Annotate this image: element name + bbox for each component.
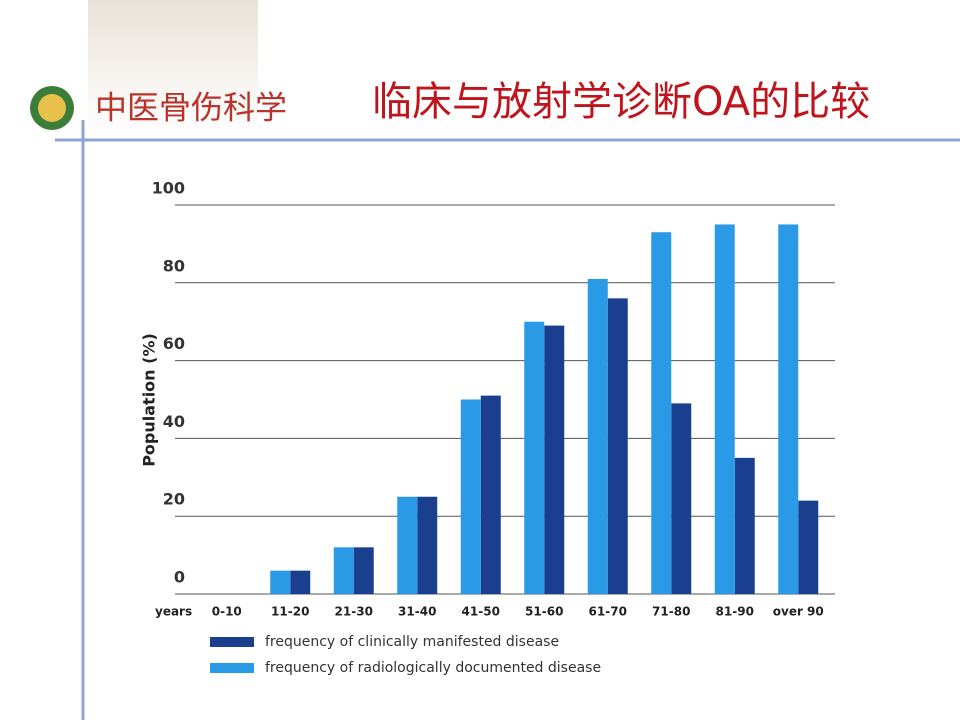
y-tick-label: 0 bbox=[174, 568, 185, 587]
bar bbox=[333, 547, 354, 594]
bar bbox=[397, 496, 418, 594]
legend-swatch bbox=[210, 663, 254, 673]
bar bbox=[480, 395, 501, 594]
y-tick-label: 80 bbox=[163, 256, 185, 275]
y-tick-label: 20 bbox=[163, 490, 185, 509]
bar bbox=[524, 321, 545, 594]
x-tick-label: 21-30 bbox=[335, 605, 373, 619]
slide-title: 临床与放射学诊断OA的比较 bbox=[372, 79, 870, 125]
bar bbox=[734, 457, 755, 594]
legend-label: frequency of clinically manifested disea… bbox=[265, 634, 559, 650]
bar bbox=[587, 278, 608, 594]
bar bbox=[778, 224, 799, 594]
bar bbox=[671, 403, 692, 594]
y-tick-label: 100 bbox=[152, 179, 185, 198]
y-tick-label: 60 bbox=[163, 334, 185, 353]
x-tick-label: 31-40 bbox=[398, 605, 436, 619]
header-photo bbox=[88, 0, 258, 135]
x-tick-label: 11-20 bbox=[271, 605, 309, 619]
x-axis-title: years bbox=[155, 605, 192, 619]
bar bbox=[353, 547, 374, 594]
bar bbox=[714, 224, 735, 594]
x-tick-label: 61-70 bbox=[589, 605, 627, 619]
bar bbox=[290, 570, 311, 594]
bar bbox=[798, 500, 819, 594]
x-tick-label: 81-90 bbox=[716, 605, 754, 619]
bar bbox=[544, 325, 565, 594]
logo-text: 中医骨伤科学 bbox=[95, 89, 287, 127]
x-tick-label: 0-10 bbox=[212, 605, 242, 619]
bar bbox=[607, 298, 628, 594]
y-tick-label: 40 bbox=[163, 412, 185, 431]
logo-inner bbox=[38, 94, 66, 122]
x-tick-label: 71-80 bbox=[652, 605, 690, 619]
bar bbox=[651, 232, 672, 595]
x-tick-label: over 90 bbox=[773, 605, 824, 619]
x-tick-label: 41-50 bbox=[462, 605, 500, 619]
legend-label: frequency of radiologically documented d… bbox=[265, 660, 601, 676]
bar bbox=[417, 496, 438, 594]
x-tick-label: 51-60 bbox=[525, 605, 563, 619]
bar bbox=[270, 570, 291, 594]
legend-swatch bbox=[210, 637, 254, 647]
bar bbox=[460, 399, 481, 594]
y-axis-title: Population (%) bbox=[140, 333, 159, 467]
